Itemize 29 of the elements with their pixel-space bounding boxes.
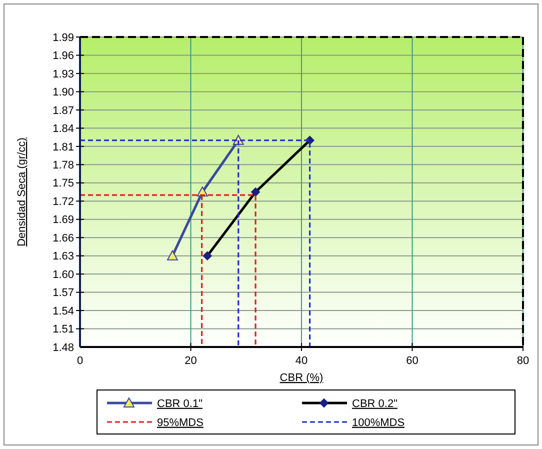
- y-tick-label: 1.57: [52, 287, 74, 300]
- x-axis-title: CBR (%): [280, 372, 324, 384]
- y-tick-label: 1.54: [52, 305, 74, 318]
- x-tick-label: 0: [76, 355, 84, 367]
- x-tick-label: 80: [516, 355, 530, 367]
- y-tick-label: 1.69: [52, 214, 74, 226]
- y-tick-label: 1.93: [52, 68, 74, 80]
- y-tick-label: 1.72: [52, 196, 74, 208]
- x-tick-label: 40: [295, 355, 308, 367]
- x-tick-label: 60: [406, 355, 418, 367]
- legend-label: CBR 0.2": [352, 398, 398, 410]
- y-tick-label: 1.78: [52, 159, 74, 172]
- y-tick-label: 1.48: [52, 342, 74, 354]
- y-tick-label: 1.87: [52, 104, 74, 117]
- y-tick-label: 1.81: [52, 141, 74, 154]
- y-tick-label: 1.96: [52, 50, 74, 62]
- y-tick-label: 1.51: [52, 324, 74, 336]
- y-tick-label: 1.84: [52, 123, 74, 136]
- x-tick-label: 20: [184, 355, 197, 367]
- y-tick-label: 1.66: [52, 232, 74, 244]
- y-tick-label: 1.90: [52, 86, 74, 99]
- y-tick-label: 1.63: [52, 250, 74, 263]
- y-axis-title: Densidad Seca (gr/cc): [16, 138, 28, 246]
- legend-label: CBR 0.1": [157, 398, 203, 410]
- legend-label: 100%MDS: [352, 416, 405, 429]
- y-tick-label: 1.75: [52, 178, 74, 190]
- y-tick-label: 1.60: [52, 268, 74, 281]
- y-tick-label: 1.99: [52, 32, 74, 44]
- legend-label: 95%MDS: [157, 416, 204, 429]
